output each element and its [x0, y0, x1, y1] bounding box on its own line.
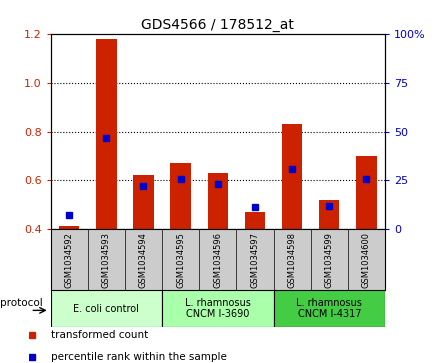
Text: E. coli control: E. coli control	[73, 303, 139, 314]
Text: GSM1034598: GSM1034598	[288, 232, 297, 288]
Text: GSM1034595: GSM1034595	[176, 232, 185, 287]
Bar	[170, 163, 191, 229]
Text: GSM1034599: GSM1034599	[325, 232, 334, 287]
Bar	[319, 200, 340, 229]
Text: percentile rank within the sample: percentile rank within the sample	[51, 352, 227, 362]
Text: transformed count: transformed count	[51, 330, 148, 340]
Bar	[96, 39, 117, 229]
Bar	[208, 173, 228, 229]
Text: GSM1034593: GSM1034593	[102, 232, 111, 288]
Bar	[59, 226, 79, 229]
Text: GSM1034596: GSM1034596	[213, 232, 222, 288]
Bar	[133, 175, 154, 229]
Text: protocol: protocol	[0, 298, 43, 308]
Text: L. rhamnosus
CNCM I-3690: L. rhamnosus CNCM I-3690	[185, 298, 251, 319]
Text: GSM1034592: GSM1034592	[65, 232, 73, 287]
Bar	[162, 290, 274, 327]
Bar	[282, 124, 302, 229]
Text: L. rhamnosus
CNCM I-4317: L. rhamnosus CNCM I-4317	[296, 298, 362, 319]
Bar	[51, 290, 162, 327]
Text: GSM1034594: GSM1034594	[139, 232, 148, 287]
Bar	[274, 290, 385, 327]
Bar	[356, 156, 377, 229]
Title: GDS4566 / 178512_at: GDS4566 / 178512_at	[141, 18, 294, 32]
Text: GSM1034600: GSM1034600	[362, 232, 371, 288]
Bar	[245, 212, 265, 229]
Text: GSM1034597: GSM1034597	[250, 232, 260, 288]
